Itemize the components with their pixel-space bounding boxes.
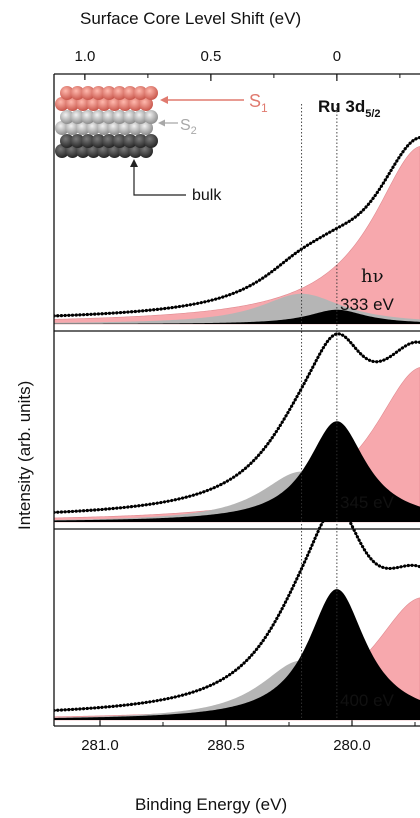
photon-energy-label: hν xyxy=(361,266,384,287)
s2-atom xyxy=(139,121,153,135)
component-bulk-1 xyxy=(54,309,420,324)
component-s1-1 xyxy=(54,146,420,325)
s2-atom xyxy=(60,110,74,124)
s2-atom xyxy=(55,121,69,135)
chart-title: Ru 3d5/2 xyxy=(318,97,381,120)
s1-atom xyxy=(76,97,90,111)
top-tick-label-0: 1.0 xyxy=(74,48,95,65)
s2-atom xyxy=(102,110,116,124)
s2-atom xyxy=(107,121,122,135)
s1-atom xyxy=(60,86,74,100)
x-axis-title: Binding Energy (eV) xyxy=(135,795,287,814)
panel-label-1: 333 eV xyxy=(340,295,395,314)
s2-atom xyxy=(144,110,158,124)
s1-atom xyxy=(107,97,122,111)
s1-atom xyxy=(118,97,132,111)
component-bulk-3 xyxy=(54,589,420,720)
bulk-atom xyxy=(60,134,74,148)
top-tick-label-2: 0 xyxy=(333,48,341,65)
s1-atom xyxy=(55,97,69,111)
fit-envelope-1 xyxy=(54,136,420,317)
s1-label: S1 xyxy=(249,91,268,115)
s1-atom xyxy=(86,97,101,111)
s2-atom xyxy=(86,121,101,135)
surface-model-inset: S1 S2 bulk xyxy=(55,80,268,204)
s2-atom xyxy=(123,110,137,124)
s2-atom xyxy=(133,110,148,124)
s1-atom xyxy=(97,97,111,111)
s2-atom xyxy=(128,121,143,135)
s1-atom xyxy=(65,97,80,111)
s2-atom xyxy=(76,121,90,135)
s1-atom xyxy=(133,86,148,100)
y-axis-title: Intensity (arb. units) xyxy=(15,381,34,530)
top-axis-title: Surface Core Level Shift (eV) xyxy=(80,9,301,28)
bulk-label: bulk xyxy=(192,187,222,204)
bulk-atom xyxy=(91,134,106,148)
x-tick-label-0: 281.0 xyxy=(81,737,119,754)
s1-atom xyxy=(139,97,153,111)
fit-envelope-2 xyxy=(54,333,420,513)
s2-atom xyxy=(112,110,127,124)
x-tick-label-2: 280.0 xyxy=(333,737,371,754)
panel-label-3: 400 eV xyxy=(340,691,395,710)
s1-atom xyxy=(112,86,127,100)
bulk-atom xyxy=(70,134,85,148)
bulk-atom xyxy=(102,134,116,148)
s2-atom xyxy=(65,121,80,135)
s2-atom xyxy=(70,110,85,124)
s1-atom xyxy=(81,86,95,100)
s1-atom xyxy=(70,86,85,100)
s2-arrowhead xyxy=(158,119,165,127)
s1-atom xyxy=(91,86,106,100)
s2-label: S2 xyxy=(180,117,197,137)
x-tick-label-1: 280.5 xyxy=(207,737,245,754)
bulk-pointer-line xyxy=(133,163,186,196)
spectra xyxy=(54,104,420,721)
s2-atom xyxy=(81,110,95,124)
s1-atom xyxy=(128,97,143,111)
s1-atom xyxy=(123,86,137,100)
s1-atom xyxy=(102,86,116,100)
s2-atom xyxy=(91,110,106,124)
bulk-atom xyxy=(81,134,95,148)
s2-atom xyxy=(118,121,132,135)
top-tick-label-1: 0.5 xyxy=(200,48,221,65)
bulk-atom xyxy=(112,134,127,148)
panel-label-2: 345 eV xyxy=(340,493,395,512)
component-bulk-2 xyxy=(54,421,420,522)
bulk-atom xyxy=(133,134,148,148)
fit-envelope-3 xyxy=(54,505,420,712)
bulk-arrowhead xyxy=(130,159,138,167)
s1-arrowhead xyxy=(160,96,168,104)
s1-atom xyxy=(144,86,158,100)
s2-atom xyxy=(97,121,111,135)
bulk-atom xyxy=(123,134,137,148)
panel-labels: 333 eV hν 345 eV 400 eV xyxy=(340,266,395,710)
bulk-atom xyxy=(144,134,158,148)
